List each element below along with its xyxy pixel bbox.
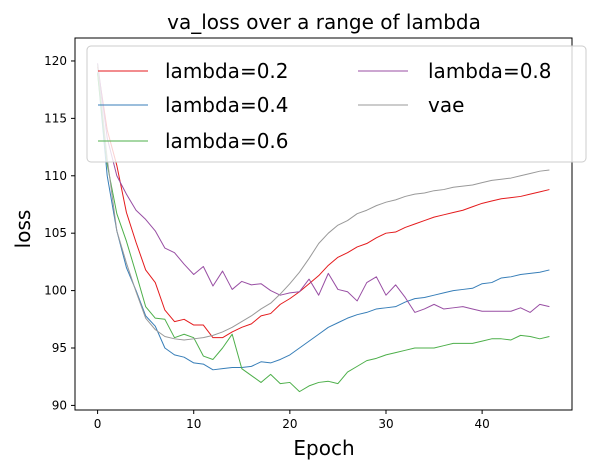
x-tick-label: 40 [474, 417, 489, 431]
legend: lambda=0.2 lambda=0.4 lambda=0.6 lambda=0.8… [86, 45, 587, 163]
series-line-lambda-0-4 [97, 72, 550, 371]
legend-label-vae: vae [428, 93, 464, 117]
x-tick-label: 10 [186, 417, 201, 431]
legend-label-lambda-0-8: lambda=0.8 [428, 59, 552, 83]
y-tick-label: 120 [44, 54, 67, 68]
legend-label-lambda-0-4: lambda=0.4 [165, 93, 289, 117]
legend-label-lambda-0-6: lambda=0.6 [165, 129, 289, 153]
legend-box [86, 45, 587, 163]
x-tick-label: 20 [282, 417, 297, 431]
legend-label-lambda-0-2: lambda=0.2 [165, 59, 289, 83]
y-axis-ticks: 90 95 100 105 110 115 120 [44, 54, 75, 412]
y-axis-label: loss [11, 210, 35, 249]
y-tick-label: 110 [44, 169, 67, 183]
y-tick-label: 90 [52, 398, 67, 412]
y-tick-label: 115 [44, 111, 67, 125]
series-line-vae [97, 64, 550, 341]
y-tick-label: 100 [44, 284, 67, 298]
x-tick-label: 30 [378, 417, 393, 431]
chart-title: va_loss over a range of lambda [167, 10, 481, 34]
series-line-lambda-0-2 [97, 66, 550, 339]
series-line-lambda-0-8 [97, 63, 550, 313]
y-tick-label: 105 [44, 226, 67, 240]
plot-area: 0 10 20 30 40 90 95 100 105 110 115 120 [44, 37, 573, 431]
y-tick-label: 95 [52, 341, 67, 355]
x-axis-ticks: 0 10 20 30 40 [94, 410, 490, 431]
plot-frame [74, 37, 573, 411]
x-tick-label: 0 [94, 417, 102, 431]
series-layer [97, 63, 550, 393]
series-line-lambda-0-6 [97, 73, 550, 393]
x-axis-label: Epoch [293, 436, 354, 460]
